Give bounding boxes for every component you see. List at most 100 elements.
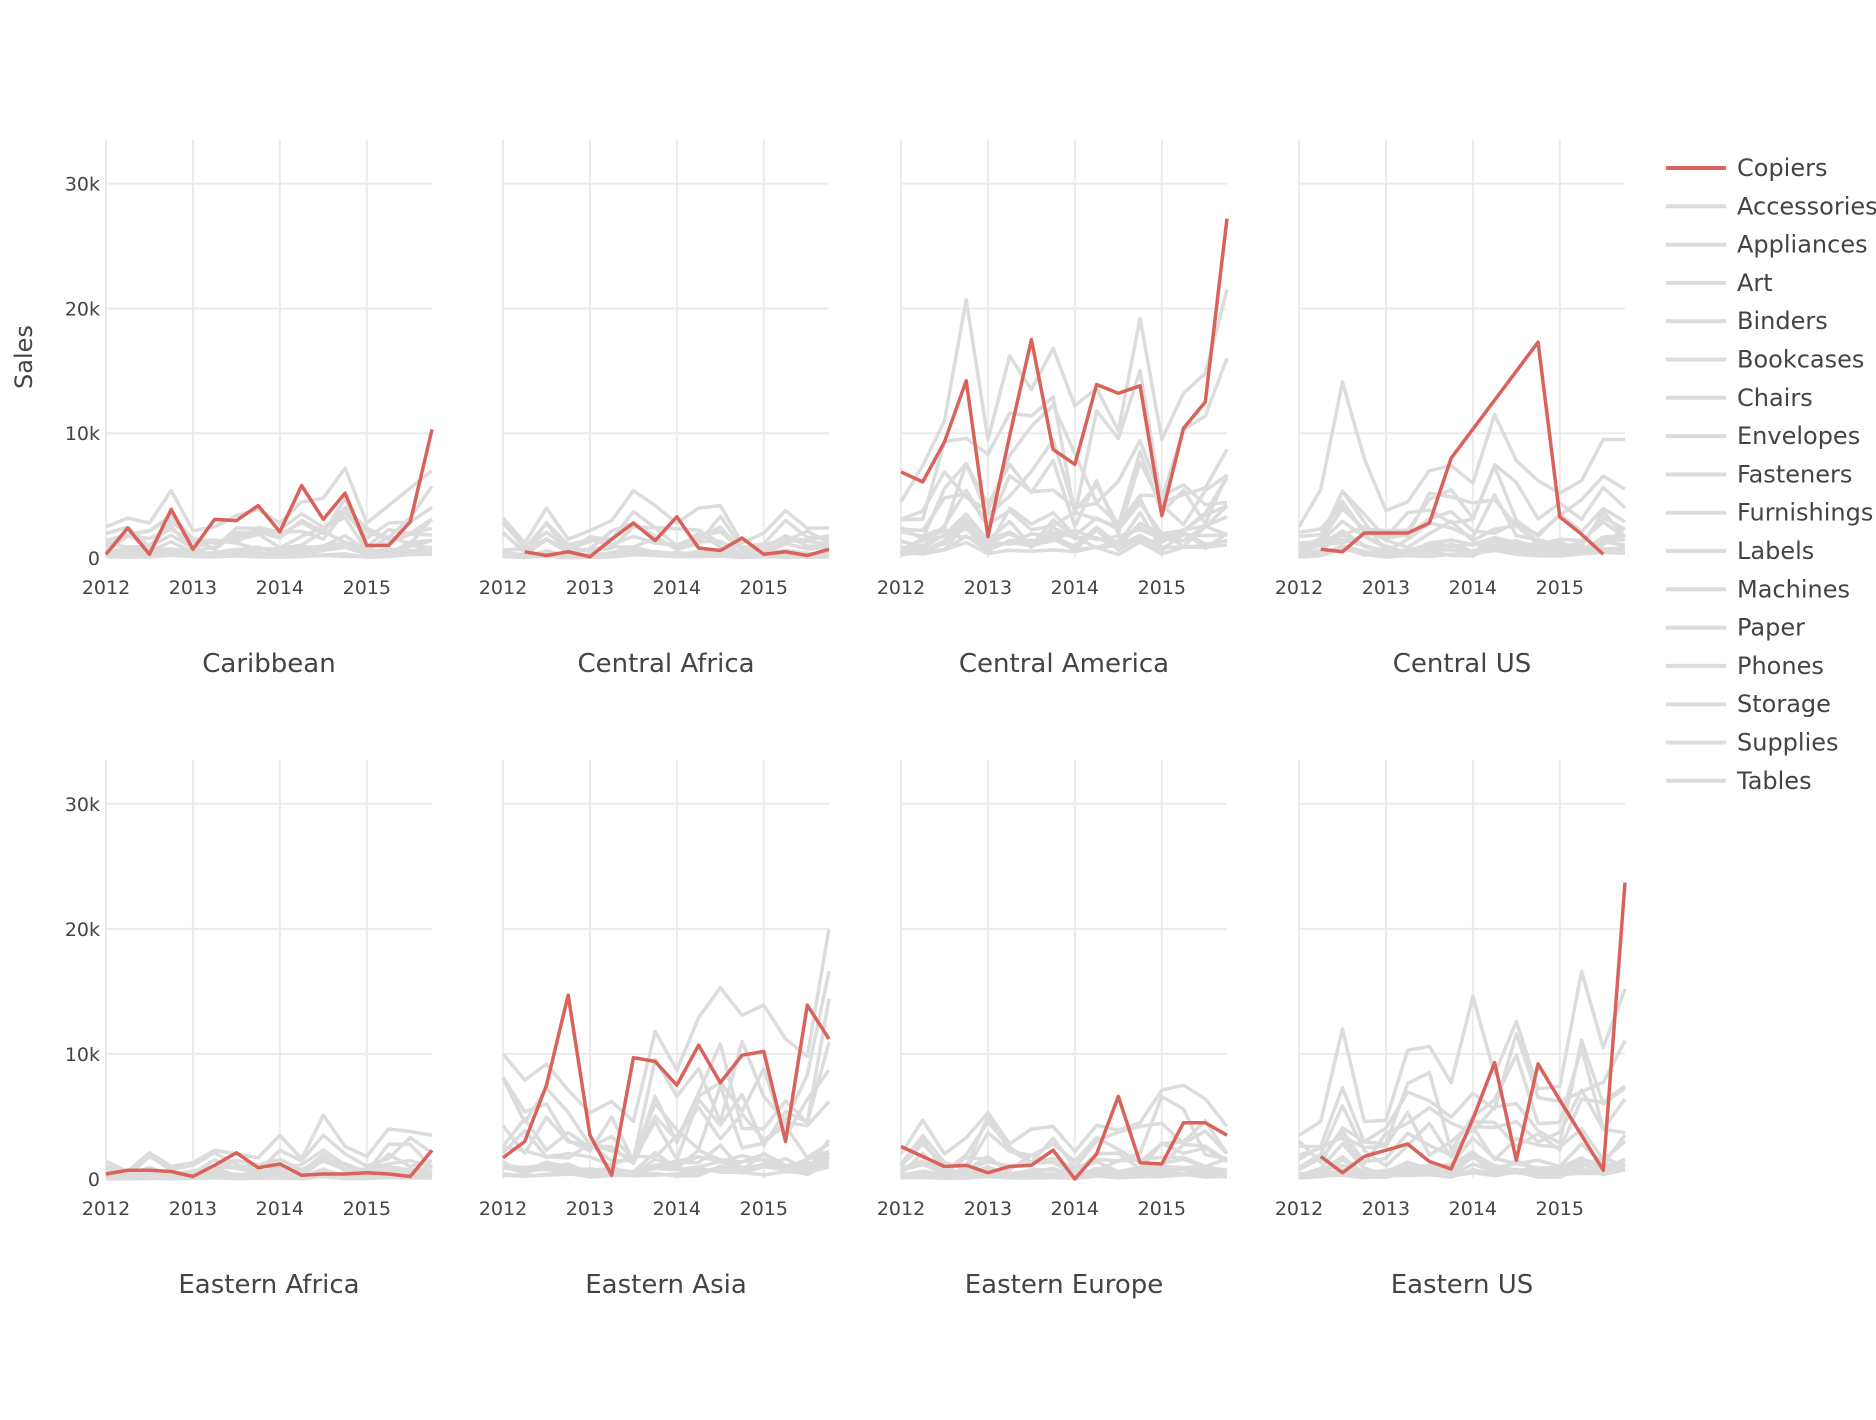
legend-item-appliances[interactable]: Appliances <box>1666 231 1868 259</box>
panel-eastern-us: 2012 2013 2014 2015 Eastern US <box>1275 760 1627 1300</box>
x-tick-label: 2012 <box>1275 577 1323 599</box>
legend-label: Binders <box>1737 307 1828 335</box>
panel-title: Eastern Africa <box>178 1270 359 1300</box>
legend-item-phones[interactable]: Phones <box>1666 652 1824 680</box>
background-series-line <box>105 538 433 556</box>
background-series-line <box>501 998 831 1166</box>
background-series-line <box>501 1041 831 1162</box>
copiers-series-line <box>524 515 830 559</box>
legend-label: Tables <box>1736 767 1812 795</box>
background-series-line <box>105 1174 433 1181</box>
legend[interactable]: Copiers Accessories Appliances Art Binders Bo… <box>1666 154 1876 795</box>
copiers-series-line <box>501 993 831 1177</box>
x-tick-label: 2013 <box>169 1198 217 1220</box>
legend-label: Copiers <box>1737 154 1827 182</box>
legend-item-fasteners[interactable]: Fasteners <box>1666 460 1852 488</box>
background-series-line <box>900 519 1228 556</box>
legend-item-copiers[interactable]: Copiers <box>1666 154 1827 182</box>
panel-central-us: 2012 2013 2014 2015 Central US <box>1275 140 1627 679</box>
copiers-series-line <box>105 1149 434 1179</box>
background-series-group <box>1297 380 1627 559</box>
x-tick-label: 2015 <box>1138 577 1186 599</box>
panel-title: Eastern US <box>1391 1270 1534 1300</box>
x-tick-label: 2014 <box>1051 577 1099 599</box>
legend-item-envelopes[interactable]: Envelopes <box>1666 422 1860 450</box>
y-tick-label: 30k <box>65 794 100 816</box>
background-series-group <box>899 289 1229 557</box>
x-tick-label: 2014 <box>653 577 701 599</box>
legend-item-supplies[interactable]: Supplies <box>1666 729 1839 757</box>
x-tick-label: 2015 <box>1138 1198 1186 1220</box>
x-tick-label: 2013 <box>964 1198 1012 1220</box>
background-series-line <box>501 928 831 1124</box>
panel-title: Eastern Asia <box>585 1270 747 1300</box>
legend-item-furnishings[interactable]: Furnishings <box>1666 499 1873 527</box>
copiers-series-line <box>1320 340 1605 556</box>
background-series-line <box>900 438 1229 541</box>
legend-item-paper[interactable]: Paper <box>1666 614 1805 642</box>
x-tick-label: 2013 <box>1362 577 1410 599</box>
background-series-line <box>1298 1149 1626 1177</box>
legend-item-binders[interactable]: Binders <box>1666 307 1828 335</box>
legend-label: Supplies <box>1737 729 1839 757</box>
legend-label: Bookcases <box>1737 346 1864 374</box>
background-series-line <box>1298 1084 1627 1157</box>
x-tick-label: 2015 <box>740 577 788 599</box>
legend-label: Storage <box>1737 690 1831 718</box>
background-series-line <box>900 540 1228 557</box>
y-tick-label: 30k <box>65 174 100 196</box>
legend-item-accessories[interactable]: Accessories <box>1666 192 1876 220</box>
legend-item-tables[interactable]: Tables <box>1666 767 1812 795</box>
x-tick-label: 2012 <box>82 1198 130 1220</box>
legend-item-bookcases[interactable]: Bookcases <box>1666 346 1864 374</box>
background-series-line <box>899 1083 1229 1156</box>
y-axis-title: Sales <box>10 325 38 389</box>
y-tick-label: 20k <box>65 919 100 941</box>
legend-item-chairs[interactable]: Chairs <box>1666 384 1813 412</box>
x-tick-label: 2015 <box>1536 1198 1584 1220</box>
legend-item-art[interactable]: Art <box>1666 269 1773 297</box>
x-tick-label: 2012 <box>479 1198 527 1220</box>
legend-item-labels[interactable]: Labels <box>1666 537 1814 565</box>
legend-item-storage[interactable]: Storage <box>1666 690 1831 718</box>
x-tick-label: 2015 <box>740 1198 788 1220</box>
copiers-series-line <box>104 429 434 557</box>
panel-eastern-asia: 2012 2013 2014 2015 Eastern Asia <box>479 760 831 1300</box>
background-series-line <box>502 521 830 557</box>
background-series-line <box>1297 380 1625 528</box>
y-tick-label: 10k <box>65 1044 100 1066</box>
background-series-line <box>899 289 1229 503</box>
copiers-series-line <box>900 218 1229 539</box>
copiers-series-line <box>900 1094 1228 1181</box>
x-tick-label: 2013 <box>1362 1198 1410 1220</box>
x-tick-label: 2014 <box>1051 1198 1099 1220</box>
panel-title: Central Africa <box>577 649 754 679</box>
x-tick-label: 2014 <box>1449 577 1497 599</box>
panel-central-africa: 2012 2013 2014 2015 Central Africa <box>479 140 830 679</box>
background-series-line <box>501 970 831 1162</box>
legend-label: Machines <box>1737 575 1850 603</box>
panel-eastern-africa: 0 10k 20k 30k 2012 2013 2014 2015 Eastern Africa <box>65 760 434 1300</box>
x-tick-label: 2015 <box>1536 577 1584 599</box>
x-tick-label: 2014 <box>256 577 304 599</box>
legend-label: Phones <box>1737 652 1824 680</box>
x-tick-label: 2014 <box>1449 1198 1497 1220</box>
background-series-line <box>1298 529 1626 557</box>
y-tick-label: 20k <box>65 298 100 320</box>
x-tick-label: 2012 <box>877 1198 925 1220</box>
legend-item-machines[interactable]: Machines <box>1666 575 1850 603</box>
background-series-line <box>501 488 829 545</box>
x-tick-label: 2015 <box>343 1198 391 1220</box>
legend-label: Envelopes <box>1737 422 1860 450</box>
background-series-line <box>1298 519 1626 556</box>
y-tick-label: 0 <box>88 548 100 570</box>
x-tick-label: 2013 <box>566 1198 614 1220</box>
background-series-line <box>900 474 1228 533</box>
x-tick-label: 2014 <box>653 1198 701 1220</box>
background-series-line <box>501 1084 831 1163</box>
legend-label: Furnishings <box>1737 499 1873 527</box>
panel-title: Eastern Europe <box>965 1270 1164 1300</box>
x-tick-label: 2014 <box>256 1198 304 1220</box>
